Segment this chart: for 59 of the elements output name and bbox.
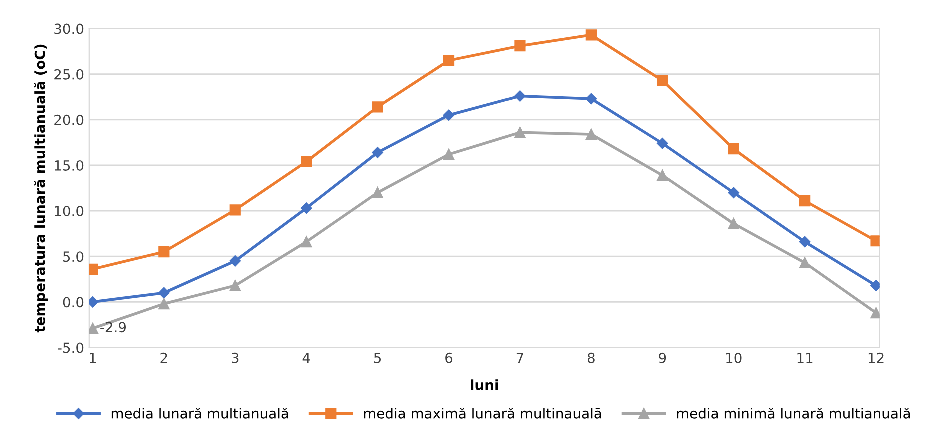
y-tick-label: 25.0 — [54, 69, 84, 80]
y-tick-label: 15.0 — [55, 160, 84, 171]
point — [800, 195, 811, 207]
point — [230, 256, 241, 267]
point — [728, 144, 740, 155]
y-tick-label: 30.0 — [54, 24, 84, 34]
point — [586, 93, 598, 105]
x-tick-label: 4 — [302, 353, 310, 364]
point — [230, 204, 241, 216]
point — [728, 187, 740, 198]
x-tick-label: 11 — [798, 353, 813, 364]
point — [514, 90, 526, 102]
point — [799, 236, 811, 248]
y-tick-label: 0.0 — [63, 297, 84, 308]
y-tick-label: 20.0 — [54, 114, 84, 126]
y-tick-label: -5.0 — [58, 342, 84, 354]
data-label: -2.9 — [100, 322, 126, 333]
x-tick-label: 6 — [446, 352, 453, 364]
point — [586, 128, 597, 140]
y-tick-label: 5.0 — [64, 252, 84, 262]
x-tick-label: 3 — [232, 352, 239, 364]
point — [89, 264, 99, 275]
x-axis-title: luni — [471, 380, 498, 390]
x-tick-label: 7 — [516, 353, 524, 364]
x-tick-label: 1 — [90, 353, 96, 364]
x-tick-label: 8 — [588, 352, 595, 364]
point — [657, 75, 668, 86]
point — [443, 55, 455, 66]
point — [514, 40, 526, 52]
point — [586, 30, 597, 41]
point — [89, 296, 99, 308]
x-tick-label: 10 — [726, 352, 742, 364]
x-tick-label: 5 — [374, 353, 382, 364]
point — [372, 187, 384, 198]
x-tick-label: 12 — [868, 352, 884, 364]
point — [300, 202, 312, 214]
x-tick-label: 2 — [160, 352, 168, 364]
point — [657, 170, 668, 182]
point — [158, 246, 170, 258]
point — [514, 127, 526, 138]
point — [301, 236, 312, 248]
legend-label: media lunară multianuală — [112, 408, 288, 419]
point — [158, 298, 170, 310]
x-tick-label: 9 — [659, 352, 666, 364]
point — [443, 149, 455, 160]
point — [372, 102, 384, 113]
point — [657, 138, 668, 150]
point — [158, 287, 170, 299]
legend-label: media maximă lunară multinaualā — [364, 408, 602, 419]
point — [89, 323, 99, 334]
point — [728, 218, 740, 230]
point — [372, 147, 384, 158]
y-tick-label: 10.0 — [55, 206, 84, 217]
point — [800, 257, 811, 269]
point — [443, 110, 455, 121]
y-axis-title: temperatura lunară multianuală (oC) — [34, 44, 48, 333]
point — [301, 156, 312, 168]
legend-label: media minimă lunară multianuală — [677, 408, 910, 419]
point — [230, 280, 241, 292]
